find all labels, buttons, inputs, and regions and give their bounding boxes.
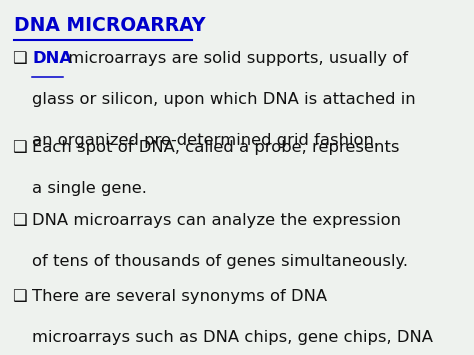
Text: Each spot of DNA, called a probe, represents: Each spot of DNA, called a probe, repres…: [32, 140, 400, 155]
Text: ❑: ❑: [12, 140, 27, 155]
Text: DNA MICROARRAY: DNA MICROARRAY: [14, 16, 206, 35]
Text: microarrays are solid supports, usually of: microarrays are solid supports, usually …: [63, 51, 408, 66]
Text: DNA: DNA: [32, 51, 72, 66]
Text: ❑: ❑: [12, 51, 27, 66]
Text: of tens of thousands of genes simultaneously.: of tens of thousands of genes simultaneo…: [32, 254, 408, 269]
Text: DNA microarrays can analyze the expression: DNA microarrays can analyze the expressi…: [32, 213, 401, 228]
Text: ❑: ❑: [12, 289, 27, 304]
Text: an organized pre-determined grid fashion.: an organized pre-determined grid fashion…: [32, 133, 379, 148]
Text: microarrays such as DNA chips, gene chips, DNA: microarrays such as DNA chips, gene chip…: [32, 330, 433, 345]
Text: glass or silicon, upon which DNA is attached in: glass or silicon, upon which DNA is atta…: [32, 92, 416, 107]
Text: ❑: ❑: [12, 213, 27, 228]
Text: There are several synonyms of DNA: There are several synonyms of DNA: [32, 289, 328, 304]
Text: a single gene.: a single gene.: [32, 181, 147, 196]
